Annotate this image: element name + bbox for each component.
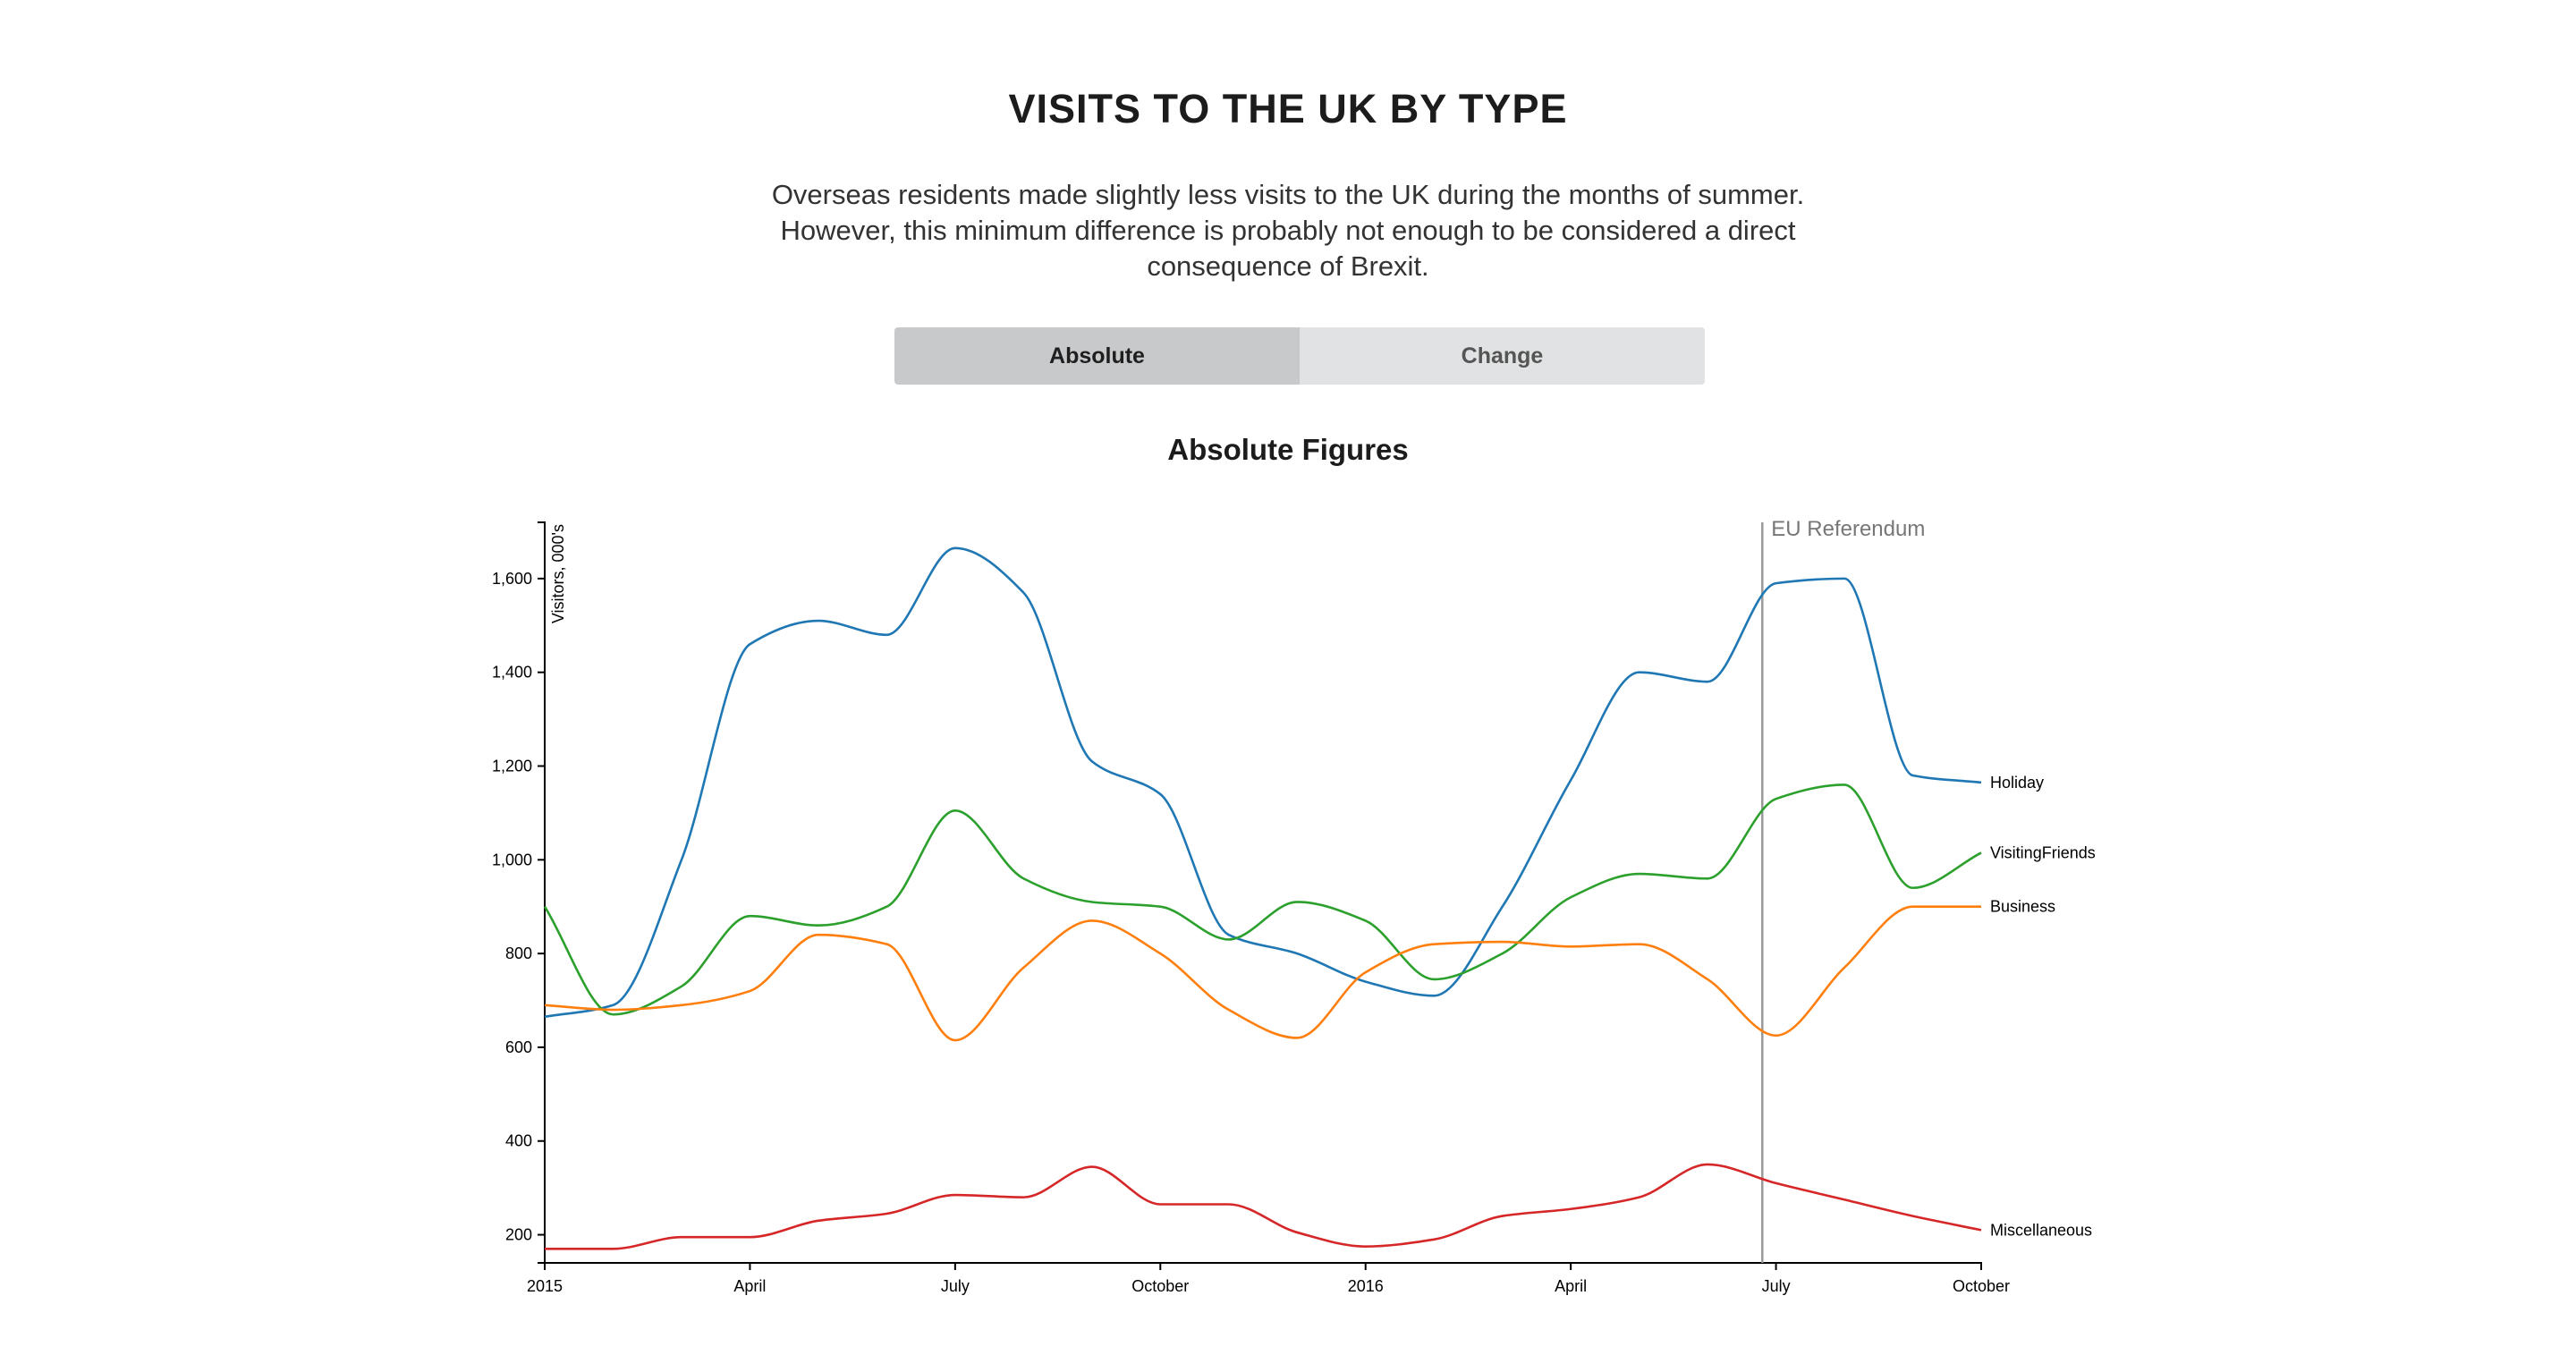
series-group: Holiday VisitingFriends Business Miscellane… — [543, 546, 2096, 1250]
series-label-holiday: Holiday — [1990, 774, 2044, 792]
series-label-visitingfriends: VisitingFriends — [1990, 843, 2096, 861]
y-tick: 800 — [505, 944, 545, 962]
y-tick: 400 — [505, 1132, 545, 1150]
x-tick-label: 2016 — [1348, 1277, 1384, 1295]
y-tick-label: 1,400 — [492, 664, 532, 682]
page-subtitle: Overseas residents made slightly less vi… — [771, 179, 1805, 282]
x-tick-label: October — [1131, 1277, 1189, 1295]
y-tick: 1,200 — [492, 758, 545, 775]
eu-referendum-label: EU Referendum — [1771, 517, 1925, 541]
x-axis-line — [544, 1262, 1982, 1270]
series-line-miscellaneous — [544, 1163, 1982, 1250]
eu-referendum-annotation: EU Referendum — [1761, 517, 1925, 1263]
y-axis-line — [538, 521, 546, 1264]
x-tick-label: April — [1555, 1277, 1587, 1295]
series-line-visitingfriends — [543, 783, 1982, 1016]
change-button[interactable]: Change — [1300, 327, 1705, 385]
x-tick: April — [1555, 1263, 1587, 1295]
x-tick: 2016 — [1348, 1263, 1384, 1295]
x-tick-label: 2015 — [527, 1277, 563, 1295]
y-tick: 1,400 — [492, 664, 545, 682]
page-title: VISITS TO THE UK BY TYPE — [1008, 86, 1568, 131]
x-tick: 2015 — [527, 1263, 563, 1295]
y-tick: 600 — [505, 1038, 545, 1056]
y-tick: 200 — [505, 1226, 545, 1244]
x-tick: October — [1953, 1263, 2010, 1295]
series-label-business: Business — [1990, 898, 2055, 916]
x-tick-label: April — [733, 1277, 766, 1295]
y-tick-label: 400 — [505, 1132, 532, 1150]
x-tick: July — [1762, 1263, 1791, 1295]
x-tick-label: July — [941, 1277, 970, 1295]
y-tick-label: 1,600 — [492, 570, 532, 588]
series-line-holiday — [544, 546, 1982, 1019]
y-tick-label: 200 — [505, 1226, 532, 1244]
y-tick: 1,000 — [492, 851, 545, 868]
chart-title: Absolute Figures — [1167, 433, 1409, 466]
y-tick-label: 600 — [505, 1038, 532, 1056]
y-tick-label: 800 — [505, 944, 532, 962]
x-tick: October — [1131, 1263, 1189, 1295]
absolute-button[interactable]: Absolute — [894, 327, 1300, 385]
y-tick-label: 1,000 — [492, 851, 532, 868]
x-tick-label: October — [1953, 1277, 2010, 1295]
series-line-business — [544, 905, 1981, 1042]
x-tick-label: July — [1762, 1277, 1791, 1295]
y-axis-label: Visitors, 000's — [549, 524, 567, 623]
view-toggle: Absolute Change — [894, 327, 1705, 385]
y-tick-label: 1,200 — [492, 758, 532, 775]
series-label-miscellaneous: Miscellaneous — [1990, 1221, 2092, 1239]
x-tick: July — [941, 1263, 970, 1295]
x-axis: 2015 April July October 2016 April July October — [527, 1262, 2010, 1295]
y-tick: 1,600 — [492, 570, 545, 588]
x-tick: April — [733, 1263, 766, 1295]
y-axis: 200 400 600 800 1,000 1,200 1,400 1,600 — [492, 521, 546, 1264]
